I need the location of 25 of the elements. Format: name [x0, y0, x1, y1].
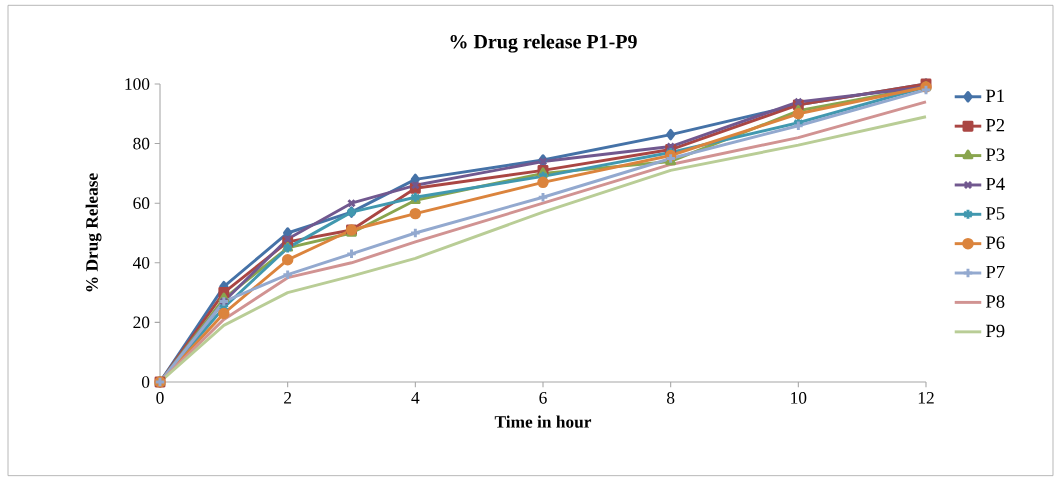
y-tick-label: 100: [125, 78, 150, 90]
x-tick-label: 12: [918, 392, 934, 404]
legend-label: P1: [985, 89, 1004, 102]
x-tick-label: 2: [284, 392, 292, 404]
y-tick-label: 40: [132, 256, 150, 269]
legend-label: P9: [985, 324, 1005, 338]
legend-label: P4: [985, 177, 1005, 191]
x-tick-label: 6: [539, 392, 547, 404]
x-axis-title: Time in hour: [494, 415, 592, 428]
legend-label: P3: [985, 148, 1005, 161]
y-tick-label: 20: [133, 316, 150, 329]
y-tick-label: 80: [133, 137, 150, 150]
legend-label: P2: [985, 118, 1005, 132]
x-tick-label: 8: [667, 392, 675, 404]
x-tick-label: 0: [156, 392, 164, 404]
y-tick-label: 60: [133, 197, 150, 210]
x-tick-label: 10: [791, 392, 807, 404]
legend-label: P8: [985, 295, 1005, 308]
y-axis-title: % Drug Release: [85, 173, 102, 292]
y-tick-label: 0: [141, 376, 150, 388]
legend-label: P6: [985, 236, 1005, 250]
legend-label: P5: [985, 207, 1005, 220]
chart-title: % Drug release P1-P9: [450, 34, 637, 53]
legend-label: P7: [985, 265, 1005, 279]
x-tick-label: 4: [411, 392, 420, 404]
